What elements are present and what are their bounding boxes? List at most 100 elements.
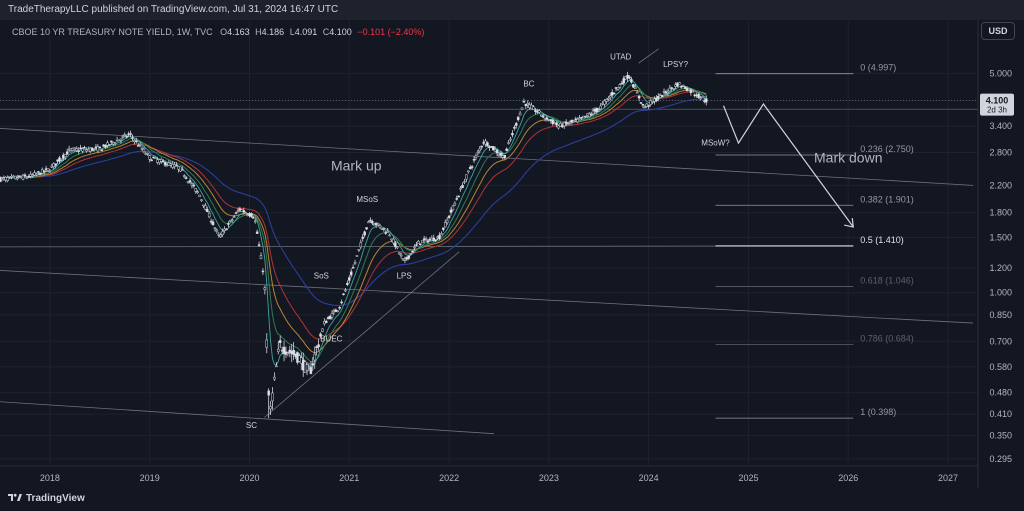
candle-body <box>190 183 194 186</box>
candle-body <box>526 103 530 106</box>
y-tick-label: 0.480 <box>989 388 1012 398</box>
candle-body <box>25 176 29 179</box>
candle-body <box>54 163 57 166</box>
candle-body <box>518 112 522 116</box>
tradingview-brand: TradingView <box>26 493 85 504</box>
candle-body <box>234 212 238 214</box>
y-tick-label: 3.400 <box>989 121 1012 131</box>
ma-line-teal <box>0 79 707 368</box>
candle-body <box>17 175 21 177</box>
candle-body <box>440 233 443 235</box>
candle-body <box>612 92 616 95</box>
candle-body <box>60 159 63 161</box>
candle-body <box>392 238 395 244</box>
fib-level-label: 0.236 (2.750) <box>860 144 914 154</box>
ma-line-orange <box>0 89 707 354</box>
candle-body <box>81 148 84 152</box>
y-tick-label: 1.800 <box>989 208 1012 218</box>
candle-body <box>557 125 560 129</box>
close-value: 4.100 <box>329 27 352 37</box>
candle-body <box>213 227 217 230</box>
candle-body <box>48 170 52 173</box>
candle-body <box>159 159 163 162</box>
candle-body <box>616 87 620 90</box>
wyckoff-label: MSoW? <box>701 138 730 147</box>
candle-body <box>21 174 25 180</box>
y-tick-label: 0.410 <box>989 409 1012 419</box>
candle-body <box>100 149 103 151</box>
candle-body <box>265 339 269 348</box>
chart-canvas[interactable]: 0 (4.997) 0.236 (2.750) 0.382 (1.901) 0.5 (… <box>0 20 1024 511</box>
candle-body <box>474 155 478 159</box>
candle-body <box>275 365 278 368</box>
fib-level-label: 1 (0.398) <box>860 407 896 417</box>
phase-label: Mark up <box>331 158 382 174</box>
candle-body <box>325 320 328 324</box>
candle-body <box>215 229 219 232</box>
candle-body <box>106 142 109 146</box>
candle-body <box>305 364 309 371</box>
price-axis[interactable]: 5.000 4.100 3.400 2.800 2.200 1.800 1.500 1.200… <box>977 20 1024 488</box>
tradingview-logo[interactable]: TradingView <box>8 493 85 504</box>
candle-body <box>348 277 351 281</box>
y-tick-label: 0.700 <box>989 336 1012 346</box>
candle-body <box>209 220 213 223</box>
candle-body <box>559 123 562 127</box>
candle-body <box>599 105 602 110</box>
candle-body <box>457 195 460 198</box>
candle-body <box>513 127 516 129</box>
candle-body <box>447 215 451 218</box>
currency-button[interactable]: USD <box>981 22 1015 40</box>
time-axis[interactable]: 2018 2019 2020 2021 2022 2023 2024 2025 2026 2027 <box>0 465 978 483</box>
candle-body <box>589 113 593 116</box>
wyckoff-label: BUEC <box>320 334 342 343</box>
tradingview-logo-icon <box>8 493 22 501</box>
trendline <box>0 401 495 435</box>
candle-body <box>321 328 324 332</box>
candle-body <box>150 159 153 162</box>
candle-body <box>46 168 50 172</box>
wyckoff-label: MSoS <box>356 195 378 204</box>
candle-body <box>77 150 80 152</box>
candle-body <box>196 191 199 193</box>
candle-body <box>449 209 453 213</box>
candle-body <box>359 242 363 248</box>
candle-body <box>467 170 470 173</box>
candle-body <box>83 147 86 149</box>
candle-body <box>584 115 587 118</box>
candle-body <box>461 184 464 189</box>
candle-body <box>605 99 608 102</box>
x-tick-label: 2019 <box>140 473 160 483</box>
candle-body <box>250 213 253 218</box>
candle-body <box>587 113 591 118</box>
candle-body <box>657 96 660 99</box>
candle-body <box>543 114 547 119</box>
y-tick-label: 0.295 <box>989 454 1012 464</box>
candle-body <box>445 219 449 224</box>
candle-body <box>221 231 224 235</box>
candle-body <box>342 293 345 296</box>
candle-body <box>242 210 245 213</box>
candle-body <box>555 122 558 126</box>
candle-body <box>123 134 126 136</box>
candle-body <box>511 133 514 136</box>
candle-body <box>211 221 215 226</box>
candle-body <box>424 238 428 240</box>
x-tick-label: 2018 <box>40 473 60 483</box>
candle-body <box>478 148 482 152</box>
candle-body <box>179 166 182 172</box>
candle-body <box>499 152 503 156</box>
candle-body <box>672 88 675 90</box>
wyckoff-label: LPSY? <box>663 60 688 69</box>
candle-body <box>426 240 430 243</box>
candle-body <box>163 162 167 166</box>
candle-body <box>184 177 188 179</box>
candle-body <box>206 209 209 213</box>
candle-body <box>292 349 295 355</box>
grid <box>0 20 978 466</box>
candle-body <box>415 244 418 246</box>
candle-body <box>23 174 27 177</box>
y-tick-label: 0.350 <box>989 431 1012 441</box>
candle-body <box>369 219 372 222</box>
x-tick-label: 2026 <box>838 473 858 483</box>
